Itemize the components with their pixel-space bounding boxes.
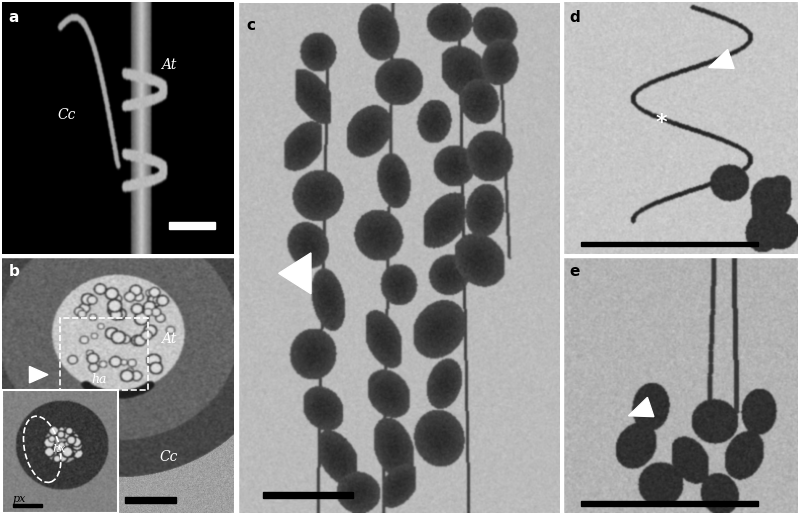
Polygon shape <box>30 366 48 383</box>
Bar <box>169 222 215 229</box>
Bar <box>13 504 42 507</box>
Text: Cc: Cc <box>159 450 178 464</box>
Text: hx: hx <box>53 444 66 454</box>
Bar <box>262 492 353 498</box>
Text: *: * <box>656 113 667 133</box>
Bar <box>582 242 758 246</box>
Text: c: c <box>246 18 255 33</box>
Text: e: e <box>570 264 580 279</box>
Text: At: At <box>161 332 176 346</box>
Bar <box>59 318 148 390</box>
Text: a: a <box>9 10 19 25</box>
Text: At: At <box>161 58 176 72</box>
Polygon shape <box>629 397 654 416</box>
Polygon shape <box>709 50 734 69</box>
Text: px: px <box>12 494 26 504</box>
Bar <box>125 497 176 503</box>
Text: ha: ha <box>91 373 106 386</box>
Bar <box>582 501 758 506</box>
Text: Cc: Cc <box>58 108 76 122</box>
Text: d: d <box>570 10 580 25</box>
Polygon shape <box>278 253 311 294</box>
Text: b: b <box>9 264 19 279</box>
